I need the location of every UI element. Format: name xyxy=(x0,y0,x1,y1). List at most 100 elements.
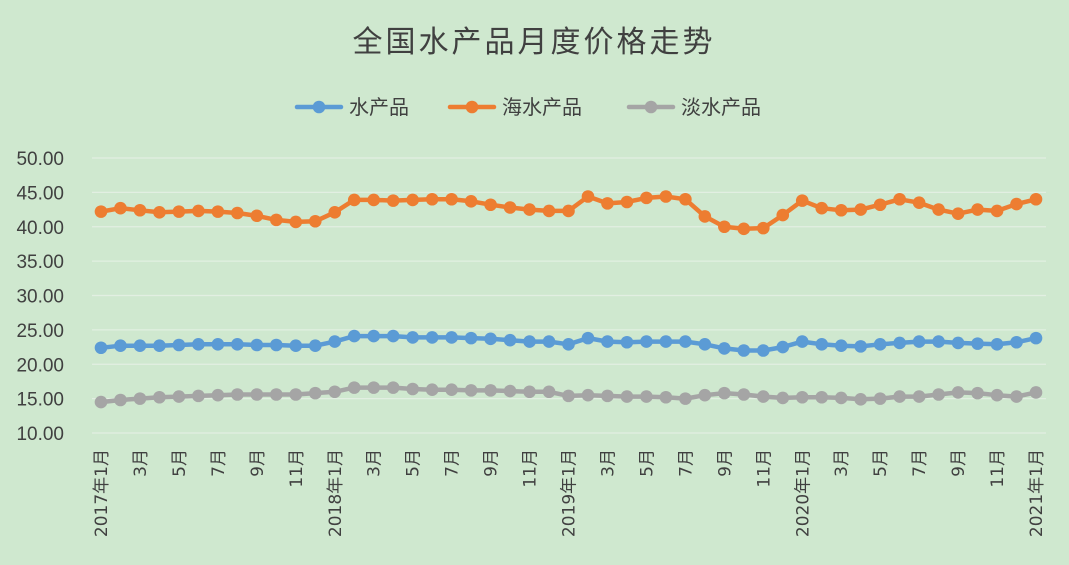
x-tick-label: 2017年1月 xyxy=(92,449,112,537)
data-point xyxy=(971,386,984,400)
data-point xyxy=(94,341,108,355)
data-point xyxy=(172,338,186,352)
data-point xyxy=(562,204,575,218)
data-point xyxy=(912,335,926,348)
data-point xyxy=(192,338,205,351)
data-point xyxy=(679,335,692,348)
data-point xyxy=(893,336,906,350)
data-point xyxy=(873,392,887,405)
data-point xyxy=(386,329,400,343)
legend-item: 淡水产品 xyxy=(626,95,761,119)
data-point xyxy=(932,203,945,216)
data-point xyxy=(601,335,614,348)
data-point xyxy=(270,388,283,401)
data-point xyxy=(94,395,108,409)
data-point xyxy=(367,329,381,343)
data-point xyxy=(756,221,770,235)
data-point xyxy=(192,389,205,403)
data-point xyxy=(971,337,984,350)
data-point xyxy=(854,393,867,406)
data-point xyxy=(347,381,361,394)
data-point xyxy=(153,390,166,404)
data-point xyxy=(737,344,751,357)
x-tick-label: 3月 xyxy=(598,449,618,477)
x-tick-label: 11月 xyxy=(287,449,307,488)
data-point xyxy=(503,201,517,214)
data-point xyxy=(659,390,673,404)
data-point xyxy=(620,390,634,403)
data-point xyxy=(425,383,439,396)
data-point xyxy=(464,331,478,345)
data-point xyxy=(562,389,575,403)
data-point xyxy=(679,192,692,206)
data-point xyxy=(659,335,673,348)
data-point xyxy=(172,205,186,218)
data-point xyxy=(211,388,225,402)
data-point xyxy=(250,338,264,352)
data-point xyxy=(795,390,809,404)
data-point xyxy=(133,203,147,217)
series-3 xyxy=(94,381,1043,409)
data-point xyxy=(893,390,906,403)
data-point xyxy=(620,335,634,349)
y-tick-label: 10.00 xyxy=(16,424,64,445)
x-tick-label: 7月 xyxy=(676,449,696,477)
data-point xyxy=(523,335,536,348)
data-point xyxy=(873,338,887,351)
y-tick-label: 45.00 xyxy=(16,183,64,204)
data-point xyxy=(270,338,283,352)
data-point xyxy=(698,388,712,402)
data-point xyxy=(464,195,478,208)
data-point xyxy=(347,329,361,343)
x-tick-label: 5月 xyxy=(170,449,190,477)
data-point xyxy=(581,331,595,345)
x-tick-label: 9月 xyxy=(949,449,969,477)
data-point xyxy=(328,206,342,219)
data-point xyxy=(815,338,829,351)
data-point xyxy=(951,386,965,399)
x-tick-label: 5月 xyxy=(871,449,891,477)
data-point xyxy=(776,208,790,222)
y-tick-label: 25.00 xyxy=(16,321,64,342)
legend-swatch-marker xyxy=(312,100,326,114)
data-point xyxy=(737,388,751,401)
y-axis-tick-labels: 50.00 45.00 40.00 35.00 30.00 25.00 20.00 15.00… xyxy=(16,149,64,445)
data-point xyxy=(445,331,458,344)
data-point xyxy=(581,388,595,402)
legend-label: 海水产品 xyxy=(502,95,582,119)
data-point xyxy=(445,383,458,396)
data-point xyxy=(756,390,770,403)
data-point xyxy=(990,388,1004,402)
data-point xyxy=(425,192,439,206)
data-point xyxy=(932,335,945,348)
legend-item: 海水产品 xyxy=(447,95,582,119)
data-point xyxy=(406,382,419,396)
x-tick-label: 9月 xyxy=(482,449,502,477)
data-point xyxy=(425,331,439,344)
data-point xyxy=(1010,390,1023,403)
x-tick-label: 7月 xyxy=(910,449,930,477)
y-tick-label: 50.00 xyxy=(16,149,64,170)
data-point xyxy=(367,193,381,207)
data-point xyxy=(912,196,926,209)
x-tick-label: 11月 xyxy=(521,449,541,488)
series-2 xyxy=(94,190,1043,236)
data-point xyxy=(698,210,712,223)
x-tick-label: 5月 xyxy=(404,449,424,477)
data-point xyxy=(231,388,244,401)
data-point xyxy=(308,386,322,400)
data-point xyxy=(367,381,381,394)
x-tick-label: 11月 xyxy=(754,449,774,488)
data-point xyxy=(406,331,419,344)
data-point xyxy=(289,339,303,352)
x-tick-label: 2019年1月 xyxy=(560,449,580,537)
chart-title: 全国水产品月度价格走势 xyxy=(353,25,716,60)
data-point xyxy=(133,392,147,405)
data-point xyxy=(854,340,867,353)
x-tick-label: 3月 xyxy=(365,449,385,477)
data-point xyxy=(1010,335,1023,349)
data-point xyxy=(581,190,595,203)
data-point xyxy=(231,338,244,351)
data-point xyxy=(951,207,965,220)
